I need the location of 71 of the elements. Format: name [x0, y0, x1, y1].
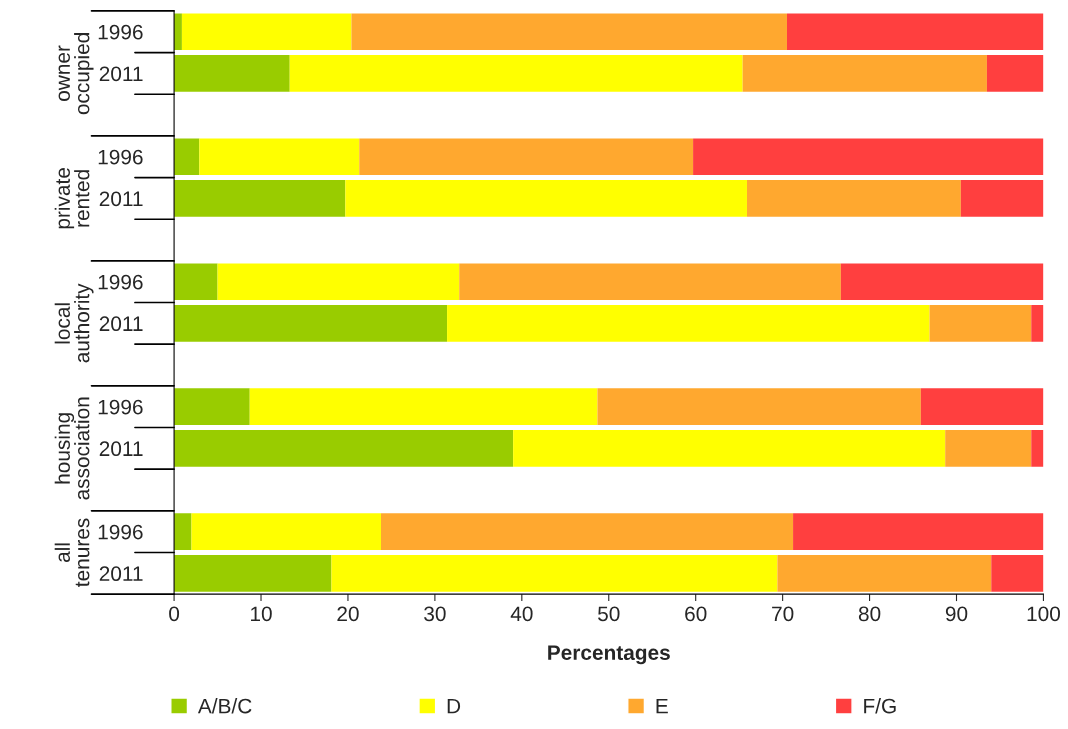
bar: [929, 305, 1032, 342]
x-tick-label: 40: [510, 606, 533, 622]
bar: [459, 263, 841, 301]
x-tick-label: 80: [858, 606, 881, 622]
bar: [693, 138, 1044, 176]
y-tick-label: 1996: [98, 524, 143, 540]
bar: [840, 263, 1044, 301]
x-tick-label: 20: [337, 606, 359, 622]
x-tick-label: 30: [424, 606, 446, 622]
x-tick-label: 60: [685, 606, 707, 622]
text: local authority: [54, 283, 94, 363]
bar: [742, 55, 987, 92]
bar: [174, 388, 250, 426]
y-tick-label: 2011: [99, 191, 143, 207]
x-tick-label: 90: [945, 606, 968, 622]
legend-label: A/B/C: [197, 698, 252, 714]
bar: [174, 513, 192, 550]
bar: [174, 305, 448, 342]
bar: [960, 180, 1044, 217]
x-tick-label: 0: [169, 606, 180, 622]
bar: [786, 13, 1044, 51]
bar: [249, 388, 598, 426]
text: all tenures: [54, 518, 90, 587]
bar: [746, 180, 961, 217]
bar: [793, 513, 1044, 550]
bar: [345, 180, 747, 217]
legend-label: D: [447, 698, 461, 714]
bar: [777, 554, 992, 592]
bar: [199, 138, 360, 176]
y-tick-label: 1996: [98, 274, 143, 290]
bar: [174, 554, 332, 592]
bar: [359, 138, 694, 176]
legend-label: F/G: [864, 698, 896, 714]
y-tick-label: 2011: [99, 566, 143, 582]
text: housing association: [54, 397, 90, 500]
bar: [174, 13, 182, 51]
bar: [991, 554, 1044, 592]
bar: [447, 305, 930, 342]
bar: [1031, 305, 1044, 342]
y-tick-label: 1996: [98, 149, 143, 165]
x-axis-title: Percentages: [548, 645, 670, 665]
x-tick-label: 70: [772, 606, 794, 622]
bar: [331, 554, 778, 592]
bar: [986, 55, 1044, 92]
bar: [174, 430, 514, 467]
bar: [181, 13, 352, 51]
text: private rented: [54, 168, 90, 229]
bar: [920, 388, 1044, 426]
bar: [1031, 430, 1044, 467]
bar: [174, 263, 218, 301]
bar: [289, 55, 743, 92]
y-tick-label: 1996: [98, 24, 143, 40]
bar: [380, 513, 794, 550]
bar: [174, 55, 290, 92]
x-tick-label: 100: [1027, 606, 1060, 622]
text: owner occupied: [58, 33, 94, 115]
bar: [945, 430, 1032, 467]
y-tick-label: 2011: [99, 66, 143, 82]
y-tick-label: 2011: [99, 316, 143, 332]
x-tick-label: 10: [251, 606, 272, 622]
bar: [217, 263, 460, 301]
bar: [174, 138, 200, 176]
legend-label: E: [656, 698, 668, 714]
bar: [191, 513, 381, 550]
bar: [351, 13, 787, 51]
bar: [174, 180, 346, 217]
y-tick-label: 1996: [98, 399, 143, 415]
x-tick-label: 50: [598, 606, 620, 622]
y-tick-label: 2011: [99, 441, 143, 457]
bar: [513, 430, 946, 467]
bar: [597, 388, 921, 426]
